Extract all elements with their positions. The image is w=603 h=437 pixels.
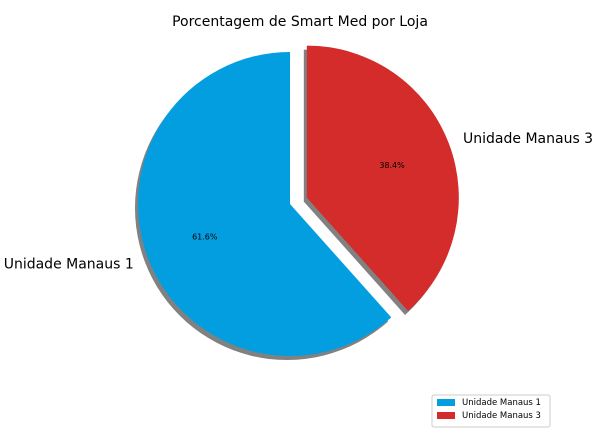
slice-unidade-manaus-3: [306, 45, 459, 311]
legend-frame: [431, 394, 551, 428]
slices: [138, 45, 459, 356]
slice-labels: 61.6% Unidade Manaus 1 38.4% Unidade Manaus…: [4, 131, 593, 273]
legend: Unidade Manaus 1 Unidade Manaus 3: [431, 394, 551, 428]
category-label-unidade-manaus-3: Unidade Manaus 3: [463, 131, 593, 147]
pct-label-unidade-manaus-1: 61.6%: [192, 233, 218, 242]
legend-swatch-unidade-manaus-1: [437, 399, 455, 406]
pct-label-unidade-manaus-3: 38.4%: [379, 161, 405, 170]
legend-label-unidade-manaus-3: Unidade Manaus 3: [462, 411, 541, 421]
chart-title: Porcentagem de Smart Med por Loja: [172, 14, 428, 30]
slice-unidade-manaus-1: [138, 52, 392, 356]
legend-swatch-unidade-manaus-3: [437, 412, 455, 419]
legend-label-unidade-manaus-1: Unidade Manaus 1: [462, 398, 541, 408]
category-label-unidade-manaus-1: Unidade Manaus 1: [4, 257, 134, 273]
